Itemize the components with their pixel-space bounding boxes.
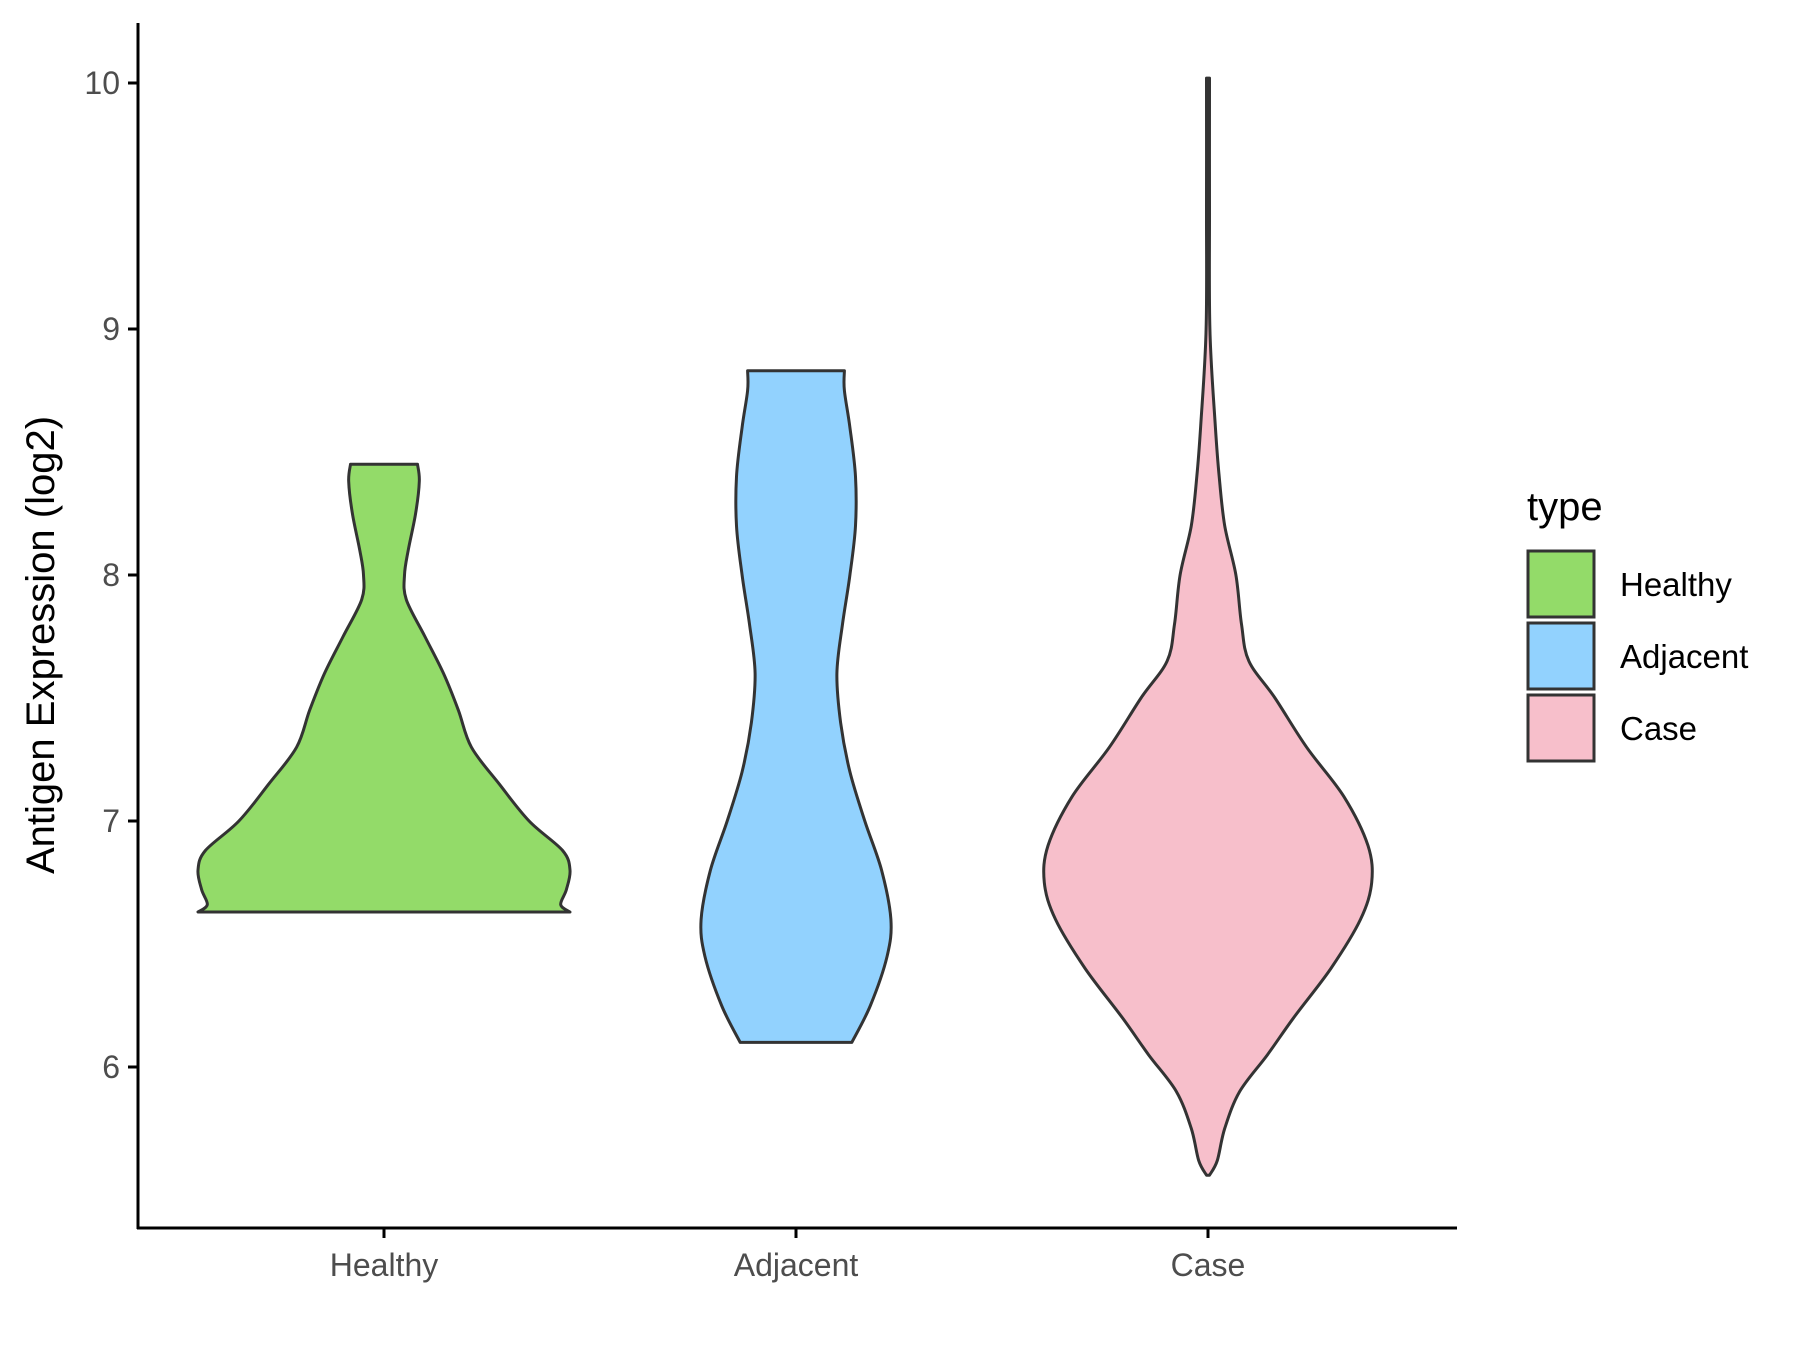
- legend-key-case: [1526, 693, 1596, 763]
- y-axis-title: Antigen Expression (log2): [19, 416, 63, 874]
- y-tick-label: 8: [102, 557, 120, 593]
- y-tick-label: 7: [102, 803, 120, 839]
- legend-label-case: Case: [1620, 710, 1697, 747]
- x-ticks: Healthy Adjacent Case: [330, 1228, 1246, 1283]
- violin-adjacent: [699, 369, 893, 1044]
- x-tick-label: Case: [1171, 1247, 1246, 1283]
- violin-case: [1042, 76, 1374, 1177]
- legend-key-adjacent: [1526, 621, 1596, 691]
- y-ticks: 6 7 8 9 10: [84, 65, 138, 1085]
- violins-layer: [196, 76, 1374, 1177]
- legend-label-adjacent: Adjacent: [1620, 638, 1748, 675]
- legend: type Healthy Adjacent Case: [1526, 485, 1748, 763]
- y-tick-label: 9: [102, 311, 120, 347]
- legend-key-healthy: [1526, 549, 1596, 619]
- y-tick-label: 10: [84, 65, 120, 101]
- y-tick-label: 6: [102, 1049, 120, 1085]
- legend-title: type: [1527, 485, 1603, 529]
- x-tick-label: Adjacent: [734, 1247, 859, 1283]
- legend-label-healthy: Healthy: [1620, 566, 1732, 603]
- x-tick-label: Healthy: [330, 1247, 439, 1283]
- violin-healthy: [196, 462, 572, 914]
